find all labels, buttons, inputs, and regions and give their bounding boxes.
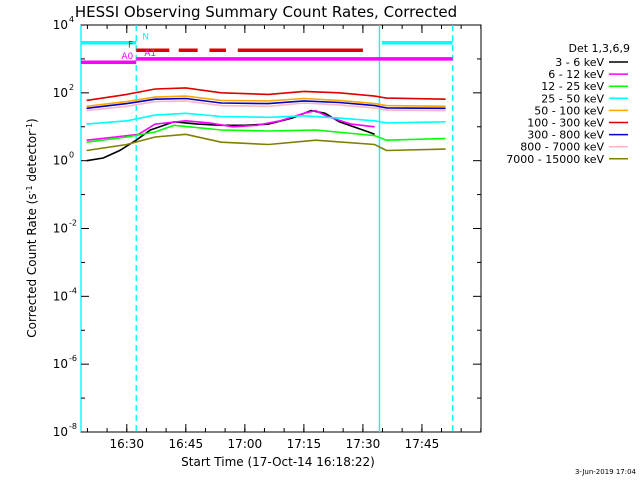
legend-entry-label: 800 - 7000 keV xyxy=(520,141,604,154)
y-tick-exponent: 0 xyxy=(69,151,74,160)
legend-entry-label: 6 - 12 keV xyxy=(548,68,604,81)
x-tick-label: 16:45 xyxy=(169,437,204,451)
series-line xyxy=(86,133,446,152)
y-axis-label: Corrected Count Rate (s-1 detector-1) xyxy=(25,118,40,337)
legend-entry-label: 3 - 6 keV xyxy=(555,56,604,69)
footer-date-stamp: 3-Jun-2019 17:04 xyxy=(575,468,637,476)
series-line xyxy=(86,97,446,110)
plot-frame xyxy=(80,24,482,433)
y-tick-label: 10 xyxy=(53,154,68,168)
state-bar-label: F xyxy=(128,40,133,50)
x-tick-label: 17:15 xyxy=(287,437,322,451)
y-tick-exponent: -4 xyxy=(69,286,77,295)
state-bar-label: A0 xyxy=(121,52,133,62)
y-tick-label: 10 xyxy=(53,289,68,303)
legend-entry-label: 12 - 25 keV xyxy=(541,80,604,93)
series-line xyxy=(86,112,446,125)
legend-title: Det 1,3,6,9 xyxy=(568,42,630,55)
legend-entry-label: 50 - 100 keV xyxy=(534,104,604,117)
y-tick-exponent: -8 xyxy=(69,422,77,431)
series-line xyxy=(86,109,375,141)
plot-area: NF A0 A1 xyxy=(80,24,482,433)
y-tick-label: 10 xyxy=(53,18,68,32)
y-tick-label: 10 xyxy=(53,222,68,236)
series-line xyxy=(86,95,446,108)
legend-entry-label: 7000 - 15000 keV xyxy=(506,153,604,166)
chart-title: HESSI Observing Summary Count Rates, Cor… xyxy=(75,3,457,21)
state-bar-label: N xyxy=(142,33,149,43)
y-tick-exponent: -6 xyxy=(69,354,77,363)
x-tick-label: 17:45 xyxy=(405,437,440,451)
legend-entry-label: 25 - 50 keV xyxy=(541,92,604,105)
y-tick-label: 10 xyxy=(53,425,68,439)
legend-entry-label: 100 - 300 keV xyxy=(527,117,604,130)
x-tick-label: 16:30 xyxy=(109,437,144,451)
series-line xyxy=(86,87,446,102)
x-axis-label: Start Time (17-Oct-14 16:18:22) xyxy=(181,455,375,469)
y-tick-exponent: -2 xyxy=(69,219,77,228)
legend-entry-label: 300 - 800 keV xyxy=(527,129,604,142)
y-tick-exponent: 2 xyxy=(69,83,74,92)
x-tick-label: 17:00 xyxy=(228,437,263,451)
state-bar-label: A1 xyxy=(144,49,156,59)
x-tick-label: 17:30 xyxy=(346,437,381,451)
series-line xyxy=(86,124,446,143)
y-tick-label: 10 xyxy=(53,86,68,100)
x-axis-ticks: 16:30 16:45 17:00 17:15 17:30 17:45 xyxy=(86,25,482,451)
y-tick-exponent: 4 xyxy=(69,15,74,24)
series-line xyxy=(86,100,446,112)
y-tick-label: 10 xyxy=(53,357,68,371)
